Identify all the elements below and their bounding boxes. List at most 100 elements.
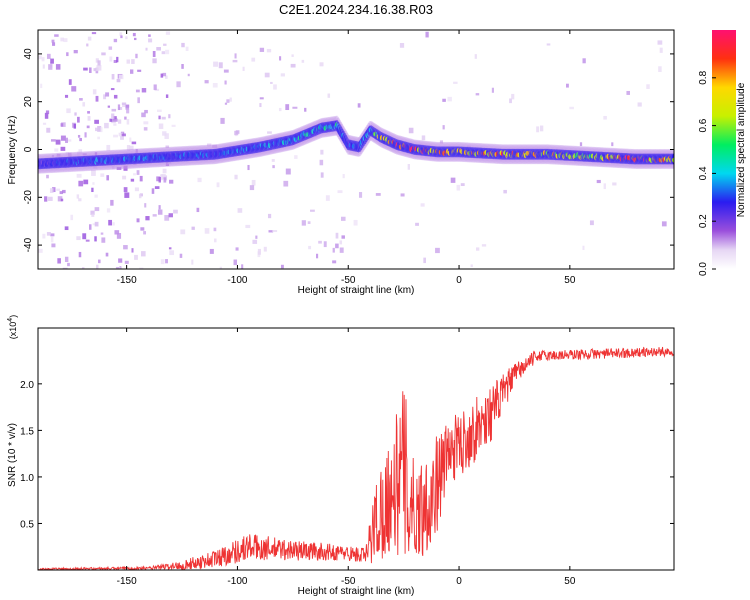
noise-cell — [94, 152, 98, 158]
noise-cell — [169, 250, 175, 256]
noise-cell — [197, 177, 202, 183]
noise-cell — [435, 247, 440, 254]
noise-cell — [109, 56, 113, 62]
noise-cell — [134, 254, 138, 260]
noise-cell — [64, 256, 69, 263]
noise-cell — [332, 247, 335, 253]
noise-cell — [249, 185, 255, 191]
noise-cell — [92, 223, 97, 226]
noise-cell — [40, 83, 43, 89]
noise-cell — [116, 56, 119, 63]
noise-cell — [50, 139, 56, 142]
noise-cell — [125, 104, 130, 108]
noise-cell — [67, 152, 72, 159]
noise-cell — [204, 80, 209, 84]
noise-cell — [421, 135, 426, 141]
noise-cell — [78, 251, 82, 258]
noise-cell — [60, 37, 64, 42]
noise-cell — [213, 61, 218, 67]
noise-cell — [332, 260, 337, 264]
noise-cell — [100, 232, 104, 235]
noise-cell — [181, 42, 185, 48]
noise-cell — [218, 62, 223, 69]
noise-cell — [259, 47, 265, 52]
y-tick-label: 0 — [23, 146, 34, 152]
noise-cell — [460, 183, 465, 187]
noise-cell — [160, 259, 165, 265]
snr-series-line — [38, 346, 674, 570]
noise-cell — [579, 142, 583, 147]
x-tick-label: -150 — [117, 275, 137, 286]
noise-cell — [511, 93, 515, 100]
noise-cell — [267, 131, 272, 134]
x-tick-label: 0 — [456, 576, 462, 587]
noise-cell — [113, 134, 118, 138]
noise-cell — [280, 73, 285, 77]
noise-cell — [144, 109, 148, 114]
noise-cell — [70, 214, 74, 221]
noise-cell — [320, 172, 324, 178]
noise-cell — [285, 168, 291, 175]
noise-cell — [114, 230, 120, 235]
noise-cell — [100, 173, 105, 177]
noise-cell — [285, 104, 290, 111]
noise-cell — [164, 133, 169, 139]
noise-cell — [89, 224, 92, 230]
noise-cell — [119, 32, 123, 36]
noise-cell — [76, 173, 82, 178]
noise-cell — [82, 233, 87, 240]
noise-cell — [168, 114, 171, 119]
colorbar-tick-label: 0.6 — [698, 118, 709, 132]
noise-cell — [82, 102, 86, 107]
noise-cell — [66, 108, 71, 114]
noise-cell — [97, 60, 101, 66]
noise-cell — [187, 73, 190, 77]
noise-cell — [164, 75, 168, 79]
noise-cell — [105, 92, 110, 97]
noise-cell — [137, 97, 140, 104]
noise-cell — [116, 78, 121, 83]
noise-cell — [171, 124, 176, 127]
colorbar-gradient — [712, 30, 736, 269]
noise-cell — [120, 136, 124, 140]
noise-cell — [118, 132, 124, 137]
noise-cell — [280, 264, 284, 269]
noise-cell — [152, 50, 156, 57]
noise-cell — [62, 189, 66, 194]
noise-cell — [162, 168, 167, 174]
noise-cell — [456, 184, 461, 191]
noise-cell — [59, 191, 63, 195]
noise-cell — [247, 164, 250, 171]
noise-cell — [339, 247, 344, 253]
noise-cell — [157, 209, 163, 215]
y-tick-label: 40 — [23, 48, 34, 60]
noise-cell — [117, 119, 122, 124]
snr-x-axis-label: Height of straight line (km) — [298, 586, 415, 597]
noise-cell — [266, 48, 272, 53]
noise-cell — [104, 122, 109, 129]
noise-cell — [91, 32, 97, 35]
noise-cell — [94, 119, 99, 124]
noise-cell — [134, 37, 137, 41]
noise-cell — [42, 64, 45, 69]
noise-cell — [234, 174, 238, 180]
noise-cell — [107, 105, 111, 108]
noise-cell — [134, 187, 139, 192]
noise-cell — [204, 228, 210, 234]
noise-cell — [491, 87, 494, 93]
noise-cell — [113, 123, 117, 126]
noise-cell — [83, 179, 89, 185]
noise-cell — [111, 73, 115, 80]
noise-cell — [115, 266, 119, 269]
colorbar-tick-label: 0.2 — [698, 214, 709, 228]
noise-cell — [57, 196, 63, 202]
noise-cell — [536, 126, 540, 133]
noise-cell — [55, 139, 61, 145]
noise-cell — [66, 52, 69, 57]
noise-cell — [148, 34, 151, 37]
noise-cell — [81, 267, 85, 269]
noise-cell — [65, 137, 68, 143]
noise-cell — [179, 253, 183, 258]
colorbar-tick-label: 0.8 — [698, 70, 709, 84]
noise-cell — [399, 43, 405, 48]
